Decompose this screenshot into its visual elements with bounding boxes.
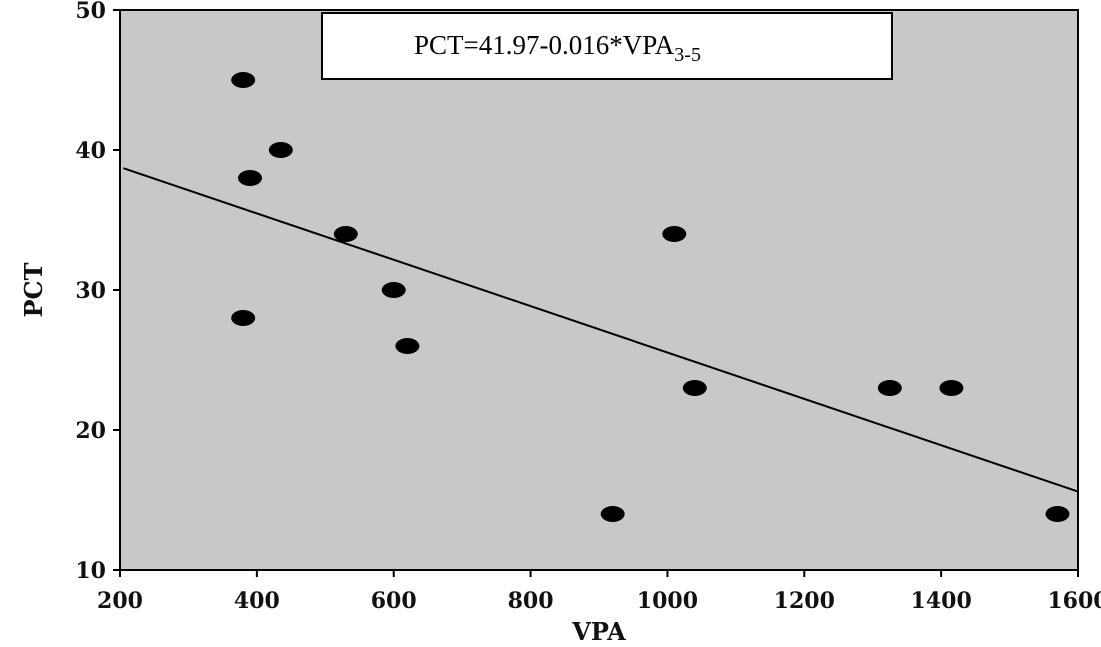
y-tick-label: 30	[75, 278, 106, 304]
y-tick-label: 20	[75, 418, 106, 444]
y-axis-ticks: 10 20 30 40 50	[75, 0, 120, 584]
data-point	[939, 380, 964, 396]
x-axis-ticks: 200 400 600 800 1000 1200 1400 1600	[97, 570, 1101, 614]
x-tick-label: 1000	[637, 588, 698, 614]
y-axis-title: PCT	[19, 262, 48, 317]
x-tick-label: 1600	[1047, 588, 1101, 614]
equation-subscript: 3-5	[674, 44, 701, 66]
x-tick-label: 400	[234, 588, 280, 614]
x-axis-title: VPA	[571, 617, 626, 646]
equation-annotation: PCT=41.97-0.016*VPA3-5	[321, 12, 893, 80]
y-tick-label: 40	[75, 138, 106, 164]
x-tick-label: 1200	[774, 588, 835, 614]
x-tick-label: 600	[371, 588, 417, 614]
data-point	[682, 380, 707, 396]
data-point	[268, 142, 293, 158]
y-tick-label: 50	[75, 0, 106, 24]
data-point	[238, 170, 263, 186]
data-point	[600, 506, 625, 522]
data-point	[395, 338, 420, 354]
data-point	[333, 226, 358, 242]
data-point	[231, 310, 256, 326]
data-point	[877, 380, 902, 396]
data-points	[231, 72, 1070, 522]
y-tick-label: 10	[75, 558, 106, 584]
x-tick-label: 200	[97, 588, 143, 614]
data-point	[1045, 506, 1070, 522]
data-point	[381, 282, 406, 298]
plot-area	[119, 9, 1079, 571]
trend-line	[123, 167, 1079, 493]
data-point	[231, 72, 256, 88]
x-tick-label: 800	[508, 588, 554, 614]
equation-box	[321, 12, 893, 80]
data-point	[662, 226, 687, 242]
equation-main: PCT=41.97-0.016*VPA	[414, 30, 675, 60]
equation-text: PCT=41.97-0.016*VPA3-5	[414, 30, 701, 66]
x-tick-label: 1400	[911, 588, 972, 614]
